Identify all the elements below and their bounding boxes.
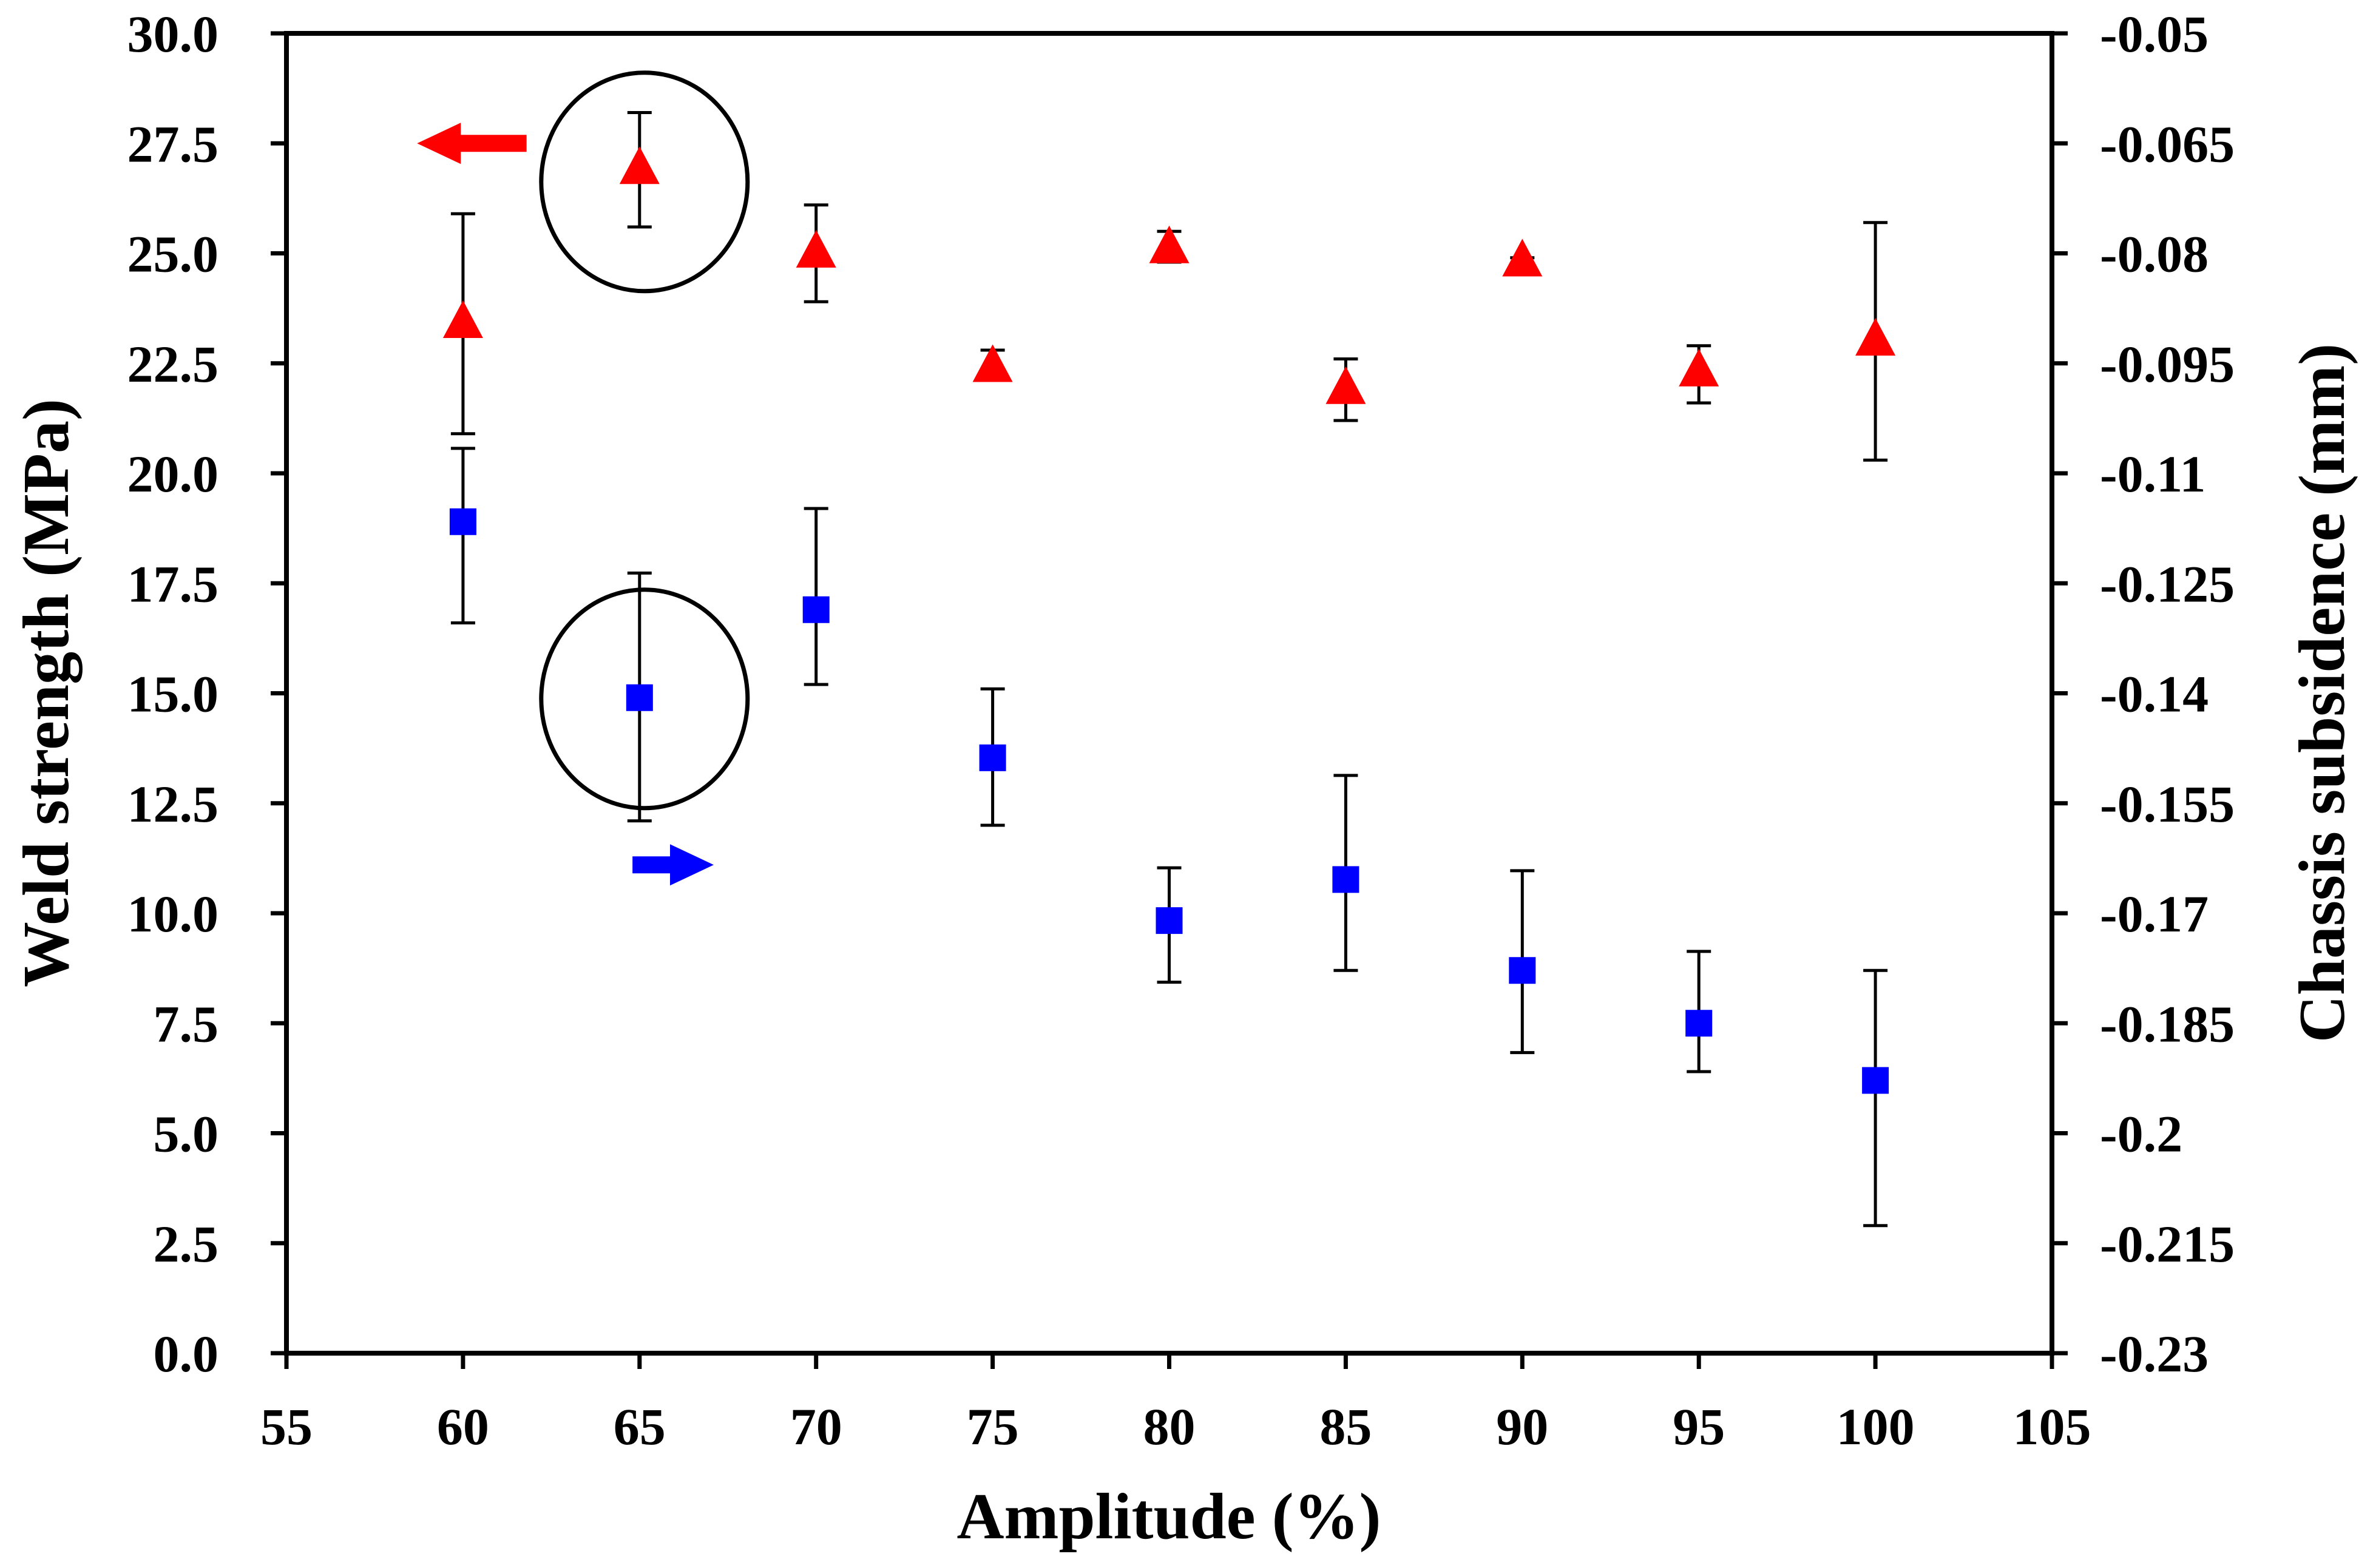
arrow-left-icon	[417, 123, 527, 164]
data-point-square	[1509, 957, 1536, 984]
y2-tick-label: -0.125	[2100, 555, 2235, 613]
data-point-triangle	[619, 146, 660, 184]
y-tick-label: 15.0	[127, 665, 219, 723]
x-tick-label: 100	[1836, 1397, 1915, 1456]
data-point-square	[802, 596, 830, 623]
y2-tick-label: -0.11	[2100, 445, 2205, 503]
data-point-triangle	[796, 230, 836, 268]
x-tick-label: 85	[1319, 1397, 1372, 1456]
y-tick-label: 5.0	[154, 1105, 219, 1163]
y-tick-label: 7.5	[154, 995, 219, 1053]
x-tick-label: 80	[1143, 1397, 1196, 1456]
y2-tick-label: -0.08	[2100, 225, 2209, 283]
x-axis: 55 60 65 70 75 80 85 90 95 100 105	[260, 1353, 2091, 1456]
data-point-square	[449, 508, 476, 535]
data-point-triangle	[1679, 348, 1719, 387]
y-tick-label: 22.5	[127, 335, 219, 393]
y-tick-label: 2.5	[154, 1215, 219, 1273]
y2-tick-label: -0.215	[2100, 1215, 2235, 1273]
data-point-square	[626, 684, 653, 711]
x-tick-label: 90	[1496, 1397, 1548, 1456]
x-tick-label: 55	[260, 1397, 313, 1456]
y2-tick-label: -0.17	[2100, 885, 2209, 943]
y2-tick-label: -0.14	[2100, 665, 2209, 723]
data-point-square	[1332, 866, 1359, 893]
series-1	[449, 447, 1889, 1228]
y2-tick-label: -0.05	[2100, 5, 2209, 63]
data-point-triangle	[1325, 366, 1366, 404]
data-point-square	[979, 744, 1006, 771]
x-tick-label: 95	[1673, 1397, 1725, 1456]
y-axis-title-left: Weld strength (MPa)	[10, 399, 83, 987]
y-tick-label: 27.5	[127, 115, 219, 173]
arrow-right-icon	[632, 844, 714, 886]
y-axis-left: 0.0 2.5 5.0 7.5 10.0 12.5 15.0 17.5 20.0 22.5 25.0…	[127, 5, 286, 1383]
y2-tick-label: -0.2	[2100, 1105, 2182, 1163]
y-tick-label: 17.5	[127, 555, 219, 613]
y-tick-label: 0.0	[154, 1325, 219, 1383]
y2-tick-label: -0.185	[2100, 995, 2235, 1053]
y-tick-label: 12.5	[127, 775, 219, 833]
data-point-square	[1862, 1067, 1889, 1094]
highlight-circle-weld-strength	[539, 70, 750, 294]
x-axis-title: Amplitude (%)	[957, 1481, 1381, 1553]
data-point-square	[1685, 1010, 1713, 1037]
y2-tick-label: -0.23	[2100, 1325, 2209, 1383]
y2-tick-label: -0.095	[2100, 335, 2235, 393]
data-point-triangle	[442, 300, 483, 339]
y-tick-label: 25.0	[127, 225, 219, 283]
y-axis-title-right: Chassis subsidence (mm)	[2286, 343, 2358, 1043]
y-tick-label: 10.0	[127, 885, 219, 943]
series-layer	[442, 111, 1896, 1228]
data-point-triangle	[1502, 238, 1543, 277]
x-tick-label: 65	[614, 1397, 666, 1456]
y2-tick-label: -0.065	[2100, 115, 2235, 173]
data-point-square	[1156, 907, 1183, 934]
y-tick-label: 20.0	[127, 445, 219, 503]
x-tick-label: 60	[437, 1397, 489, 1456]
x-tick-label: 105	[2013, 1397, 2091, 1456]
y-axis-right: -0.23 -0.215 -0.2 -0.185 -0.17 -0.155 -0.14 -0.…	[2052, 5, 2235, 1383]
data-point-triangle	[1149, 225, 1190, 263]
annotations	[417, 70, 750, 886]
highlight-circle-subsidence	[539, 587, 750, 811]
series-0	[442, 111, 1896, 462]
data-point-triangle	[972, 344, 1013, 382]
x-tick-label: 70	[790, 1397, 842, 1456]
y2-tick-label: -0.155	[2100, 775, 2235, 833]
x-tick-label: 75	[967, 1397, 1019, 1456]
y-tick-label: 30.0	[127, 5, 219, 63]
data-point-triangle	[1855, 318, 1896, 356]
